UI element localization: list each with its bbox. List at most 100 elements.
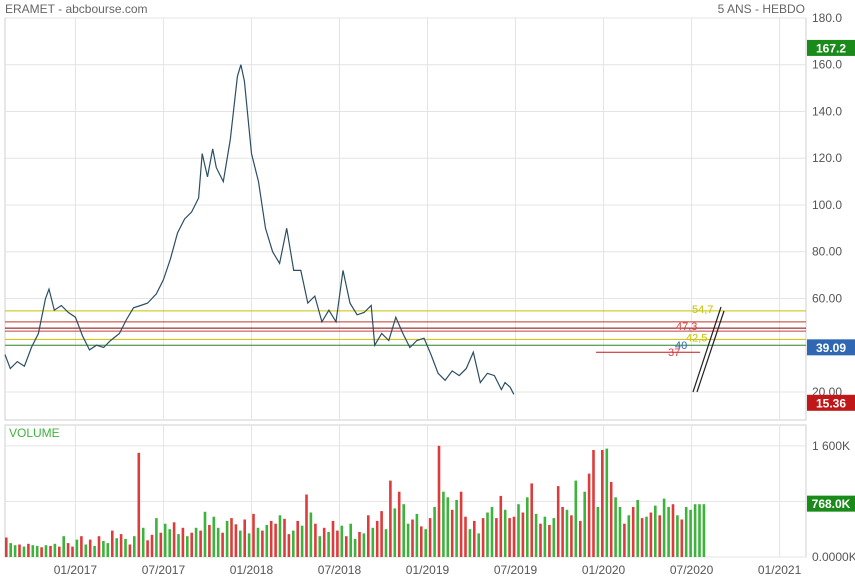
- price-badge-bg: [807, 394, 855, 411]
- volume-bar: [292, 530, 295, 557]
- volume-bar: [618, 507, 622, 557]
- x-tick-label: 01/2017: [54, 563, 98, 577]
- volume-bar: [605, 448, 609, 557]
- volume-bar: [645, 516, 648, 557]
- volume-bar: [592, 450, 595, 557]
- x-tick-label: 07/2017: [142, 563, 186, 577]
- volume-bar: [49, 545, 52, 557]
- volume-bar: [371, 527, 375, 557]
- volume-bar: [40, 547, 43, 557]
- volume-bar: [35, 545, 39, 557]
- x-tick-label: 01/2019: [406, 563, 450, 577]
- volume-bar: [508, 518, 511, 557]
- volume-bar: [239, 530, 242, 557]
- level-label: 37: [668, 347, 680, 359]
- volume-bar: [124, 538, 127, 557]
- price-y-tick-label: 60.00: [812, 291, 842, 305]
- x-tick-label: 07/2018: [318, 563, 362, 577]
- volume-bar: [389, 480, 392, 557]
- price-panel-frame: [4, 17, 807, 421]
- volume-bar: [464, 516, 467, 557]
- chart-title: ERAMET - abcbourse.com: [5, 2, 148, 16]
- volume-bar: [225, 520, 229, 557]
- volume-bar: [80, 536, 83, 557]
- volume-bar: [287, 534, 291, 557]
- volume-bar: [556, 486, 560, 557]
- volume-bar: [274, 523, 277, 557]
- volume-bar: [636, 500, 639, 557]
- x-tick-label: 01/2018: [230, 563, 274, 577]
- price-y-tick-label: 160.0: [812, 58, 842, 72]
- volume-bar: [521, 512, 525, 557]
- volume-bar: [437, 445, 441, 557]
- price-badge: 167.2: [816, 41, 846, 55]
- volume-bar: [667, 507, 670, 557]
- volume-bar: [380, 511, 383, 557]
- volume-bar: [428, 518, 432, 557]
- volume-bar: [13, 545, 17, 557]
- volume-bar: [459, 491, 463, 557]
- level-label: 42,5: [686, 332, 707, 344]
- volume-bar: [322, 527, 326, 557]
- volume-bar: [216, 527, 220, 557]
- volume-bar: [583, 491, 586, 557]
- volume-bar: [181, 527, 185, 557]
- volume-bar: [137, 452, 141, 557]
- volume-bar: [574, 480, 578, 557]
- volume-bar: [455, 500, 458, 557]
- volume-bar: [265, 525, 269, 557]
- volume-bar: [561, 507, 564, 557]
- volume-bar: [565, 509, 569, 557]
- volume-bar: [503, 509, 507, 557]
- volume-bar: [93, 545, 96, 557]
- volume-bar: [58, 546, 61, 557]
- volume-bar: [305, 494, 308, 557]
- volume-bar: [159, 532, 163, 557]
- volume-bar: [640, 518, 644, 557]
- volume-bar: [190, 532, 193, 557]
- volume-bar: [420, 526, 423, 557]
- volume-y-tick-label: 1 600K: [812, 439, 850, 453]
- price-y-tick-label: 180.0: [812, 11, 842, 25]
- volume-bar: [309, 512, 313, 557]
- volume-bar: [543, 516, 547, 557]
- volume-bar: [539, 523, 542, 557]
- volume-bar: [269, 520, 273, 557]
- volume-bar: [662, 498, 666, 557]
- volume-bar: [450, 509, 454, 557]
- volume-bar: [5, 537, 8, 557]
- volume-bar: [71, 546, 74, 557]
- price-y-tick-label: 80.00: [812, 245, 842, 259]
- volume-bar: [526, 497, 529, 557]
- volume-bar: [234, 524, 238, 557]
- price-badge: 39.09: [816, 341, 846, 355]
- volume-bar: [548, 525, 551, 557]
- volume-bar: [446, 497, 450, 557]
- volume-bar: [614, 497, 617, 557]
- volume-bar: [680, 519, 684, 557]
- volume-bar: [358, 532, 361, 557]
- level-label: 54,7: [692, 304, 713, 316]
- volume-bar: [689, 509, 692, 557]
- price-series-line: [4, 64, 515, 395]
- volume-bar: [477, 533, 480, 557]
- volume-bar: [698, 504, 701, 557]
- volume-bar: [649, 512, 653, 557]
- volume-bar: [512, 516, 516, 557]
- volume-bar: [133, 536, 136, 557]
- volume-bar: [362, 533, 366, 557]
- volume-bar: [676, 515, 679, 557]
- volume-bar: [658, 515, 661, 557]
- volume-badge: 768.0K: [812, 497, 851, 511]
- volume-bar: [53, 543, 57, 557]
- volume-badge-bg: [807, 495, 855, 512]
- volume-bar: [9, 543, 12, 557]
- volume-bar: [106, 543, 110, 557]
- volume-bar: [150, 534, 154, 557]
- volume-bar: [31, 545, 35, 557]
- volume-bar: [115, 538, 118, 557]
- volume-bar: [22, 546, 26, 557]
- volume-bar: [247, 533, 251, 557]
- volume-y-tick-label: 0.0000K: [812, 550, 855, 564]
